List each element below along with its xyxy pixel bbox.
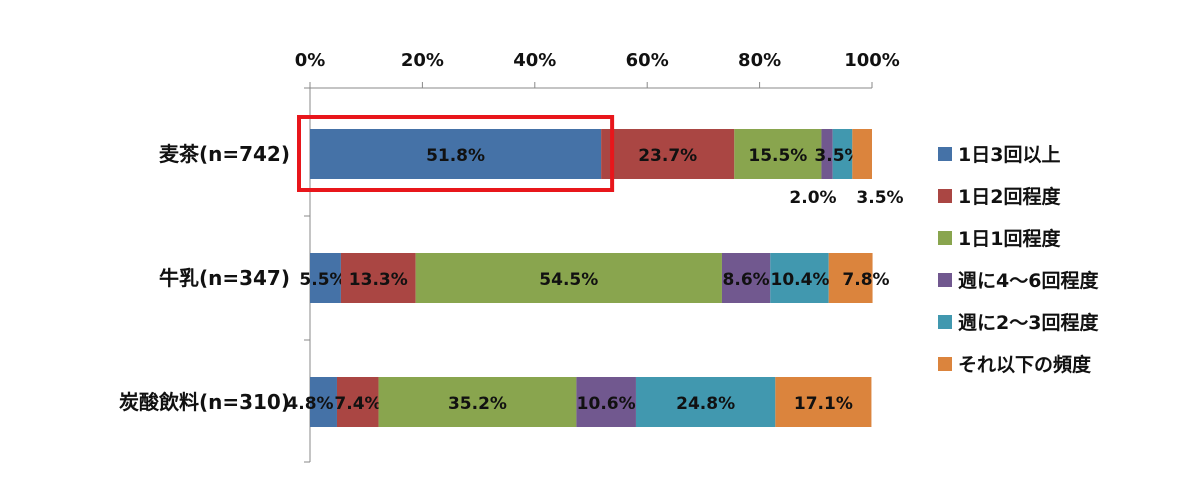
data-label: 5.5%: [299, 270, 346, 290]
legend-swatch: [938, 273, 952, 287]
data-label: 7.4%: [334, 394, 381, 414]
bar-segment: [310, 253, 341, 303]
legend-label: 週に2～3回程度: [958, 311, 1099, 334]
data-label: 24.8%: [676, 394, 735, 414]
legend-swatch: [938, 147, 952, 161]
bar-segment: [828, 253, 873, 303]
bar-segment: [852, 129, 872, 179]
x-tick-label: 20%: [401, 50, 444, 71]
data-label: 54.5%: [539, 270, 598, 290]
data-label: 13.3%: [349, 270, 408, 290]
data-label: 51.8%: [426, 146, 485, 166]
bar-segment: [310, 377, 337, 427]
bar-segment: [336, 377, 379, 427]
data-label: 15.5%: [748, 146, 807, 166]
bar-segment: [770, 253, 829, 303]
highlight-box: [297, 115, 615, 192]
category-label: 牛乳(n=347): [159, 266, 290, 290]
category-label: 麦茶(n=742): [159, 142, 290, 166]
data-label: 23.7%: [638, 146, 697, 166]
legend-label: 週に4～6回程度: [958, 269, 1099, 292]
legend-label: 1日1回程度: [958, 227, 1061, 250]
legend-swatch: [938, 357, 952, 371]
x-tick-label: 100%: [844, 50, 900, 71]
data-label: 17.1%: [794, 394, 853, 414]
category-label: 炭酸飲料(n=310): [119, 390, 290, 414]
data-label: 8.6%: [723, 270, 770, 290]
data-label: 35.2%: [448, 394, 507, 414]
bar-segment: [832, 129, 853, 179]
bar-segment: [821, 129, 833, 179]
bar-segment: [601, 129, 735, 179]
x-tick-label: 0%: [295, 50, 326, 71]
data-label: 10.4%: [771, 270, 830, 290]
x-tick-label: 40%: [513, 50, 556, 71]
bar-segment: [378, 377, 577, 427]
bar-segment: [415, 253, 722, 303]
legend-label: 1日3回以上: [958, 144, 1060, 166]
bar-segment: [775, 377, 872, 427]
data-label: 4.8%: [286, 394, 333, 414]
legend-swatch: [938, 315, 952, 329]
bar-segment: [734, 129, 822, 179]
legend-swatch: [938, 189, 952, 203]
x-tick-label: 60%: [626, 50, 669, 71]
data-label: 2.0%: [789, 188, 836, 208]
bar-segment: [310, 129, 602, 179]
data-label: 3.5%: [856, 188, 903, 208]
bar-segment: [635, 377, 776, 427]
legend-swatch: [938, 231, 952, 245]
data-label: 10.6%: [577, 394, 636, 414]
data-label: 3.5%: [814, 146, 861, 166]
data-label: 7.8%: [842, 270, 889, 290]
legend-label: それ以下の頻度: [958, 353, 1092, 376]
bar-segment: [721, 253, 771, 303]
x-tick-label: 80%: [738, 50, 781, 71]
bar-segment: [340, 253, 416, 303]
bar-segment: [576, 377, 636, 427]
legend-label: 1日2回程度: [958, 185, 1061, 208]
